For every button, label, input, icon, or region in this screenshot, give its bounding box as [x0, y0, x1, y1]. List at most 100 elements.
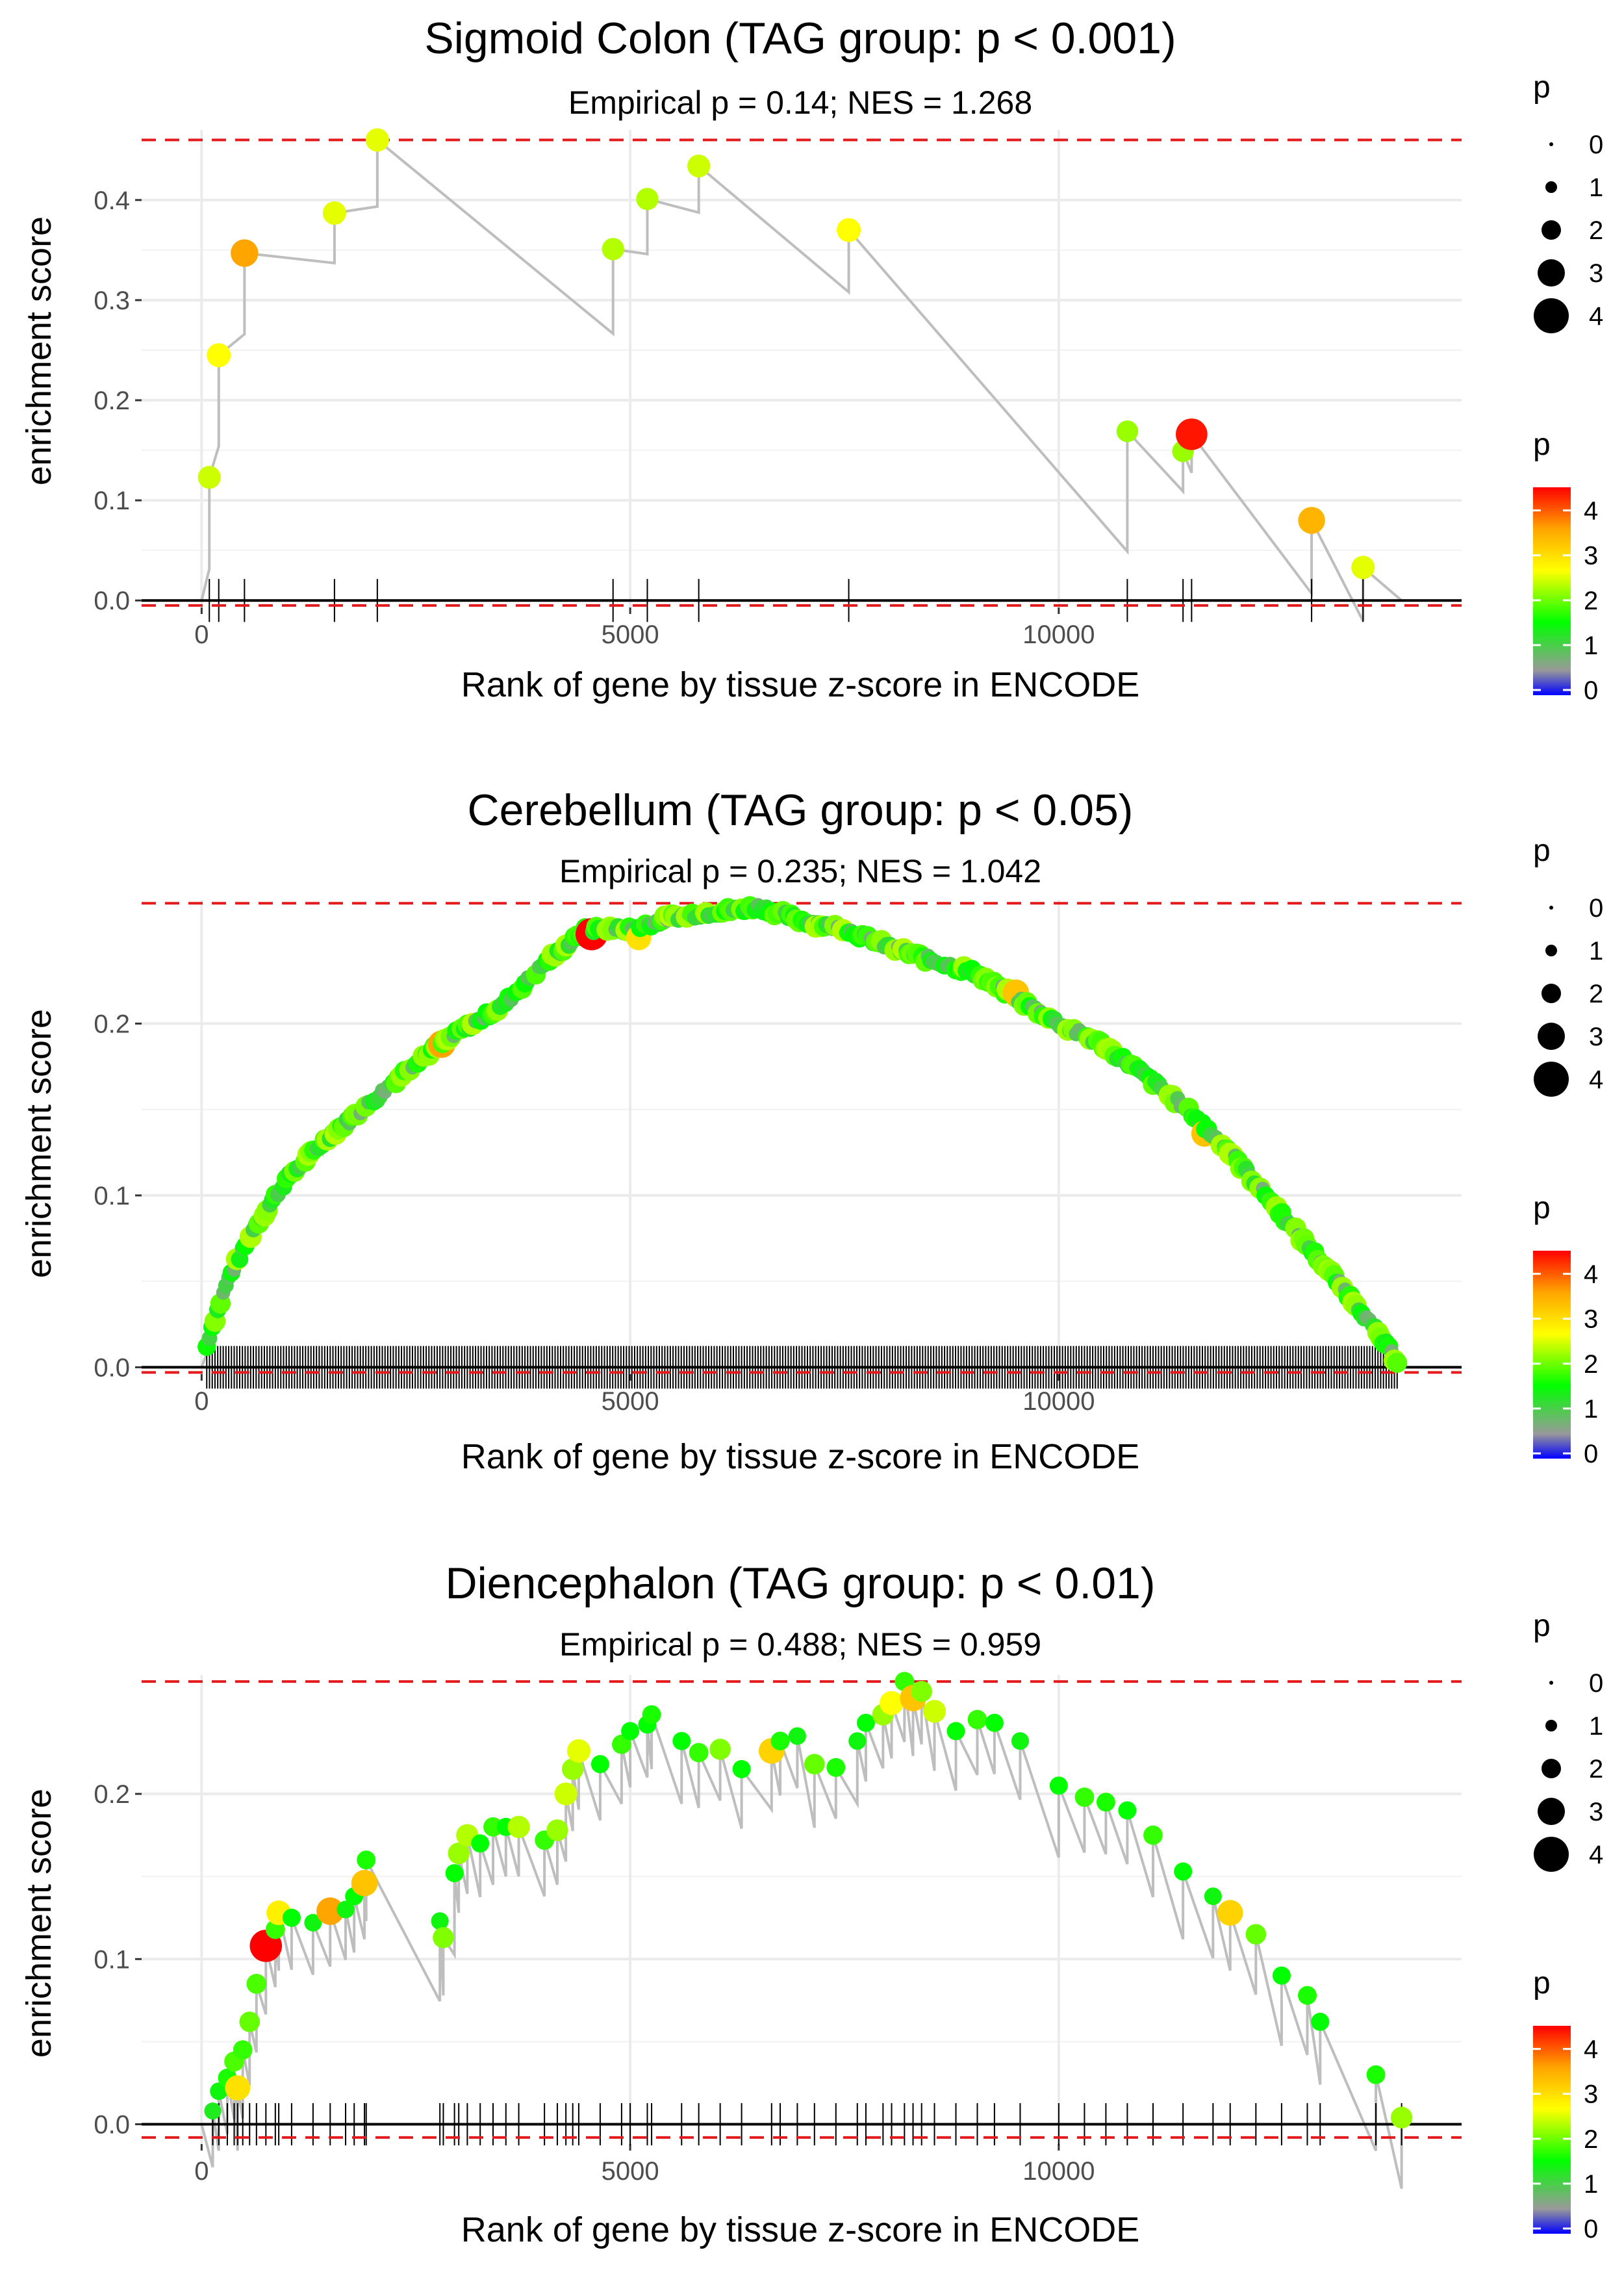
size-legend-key [1534, 1062, 1569, 1097]
y-tick-label: 0.2 [94, 387, 130, 415]
y-tick-label: 0.3 [94, 287, 130, 315]
legend-group: p 0 1 2 3 4 p 4 3 2 1 0 [1533, 1609, 1603, 2243]
gene-point [922, 1700, 946, 1723]
gene-point [351, 1870, 378, 1897]
size-legend-label: 4 [1589, 1066, 1603, 1094]
gene-point [788, 1727, 806, 1745]
gene-point [602, 238, 624, 261]
y-tick-label: 0.0 [94, 2110, 130, 2139]
size-legend-label: 3 [1589, 1023, 1603, 1051]
color-legend-title: p [1533, 1966, 1551, 2000]
x-tick-label: 0 [194, 620, 209, 649]
size-legend-key [1545, 181, 1557, 193]
gene-point [1311, 2012, 1330, 2031]
gene-point [231, 239, 259, 267]
size-legend-key [1549, 906, 1553, 910]
size-legend-label: 2 [1589, 980, 1603, 1008]
gene-point [985, 1713, 1004, 1732]
plot-area: 0.0 0.1 0.2 0 5000 10000 [94, 896, 1462, 1416]
size-legend-label: 1 [1589, 937, 1603, 965]
chart-title: Cerebellum (TAG group: p < 0.05) [468, 786, 1134, 835]
color-legend-title: p [1533, 428, 1551, 462]
running-sum-line [200, 137, 1402, 622]
size-legend-key [1534, 1837, 1569, 1872]
color-legend-label: 2 [1584, 1350, 1598, 1379]
color-legend-label: 0 [1584, 2215, 1598, 2243]
gene-point [210, 2082, 228, 2101]
gene-point [1176, 418, 1208, 450]
size-legend-key [1542, 1759, 1561, 1778]
x-tick-label: 5000 [602, 2157, 659, 2186]
y-tick-label: 0.2 [94, 1780, 130, 1809]
gene-point [672, 1731, 691, 1750]
y-axis-label: enrichment score [19, 1009, 58, 1278]
gene-point [1011, 1732, 1030, 1750]
gene-point [483, 1817, 503, 1837]
gene-point [316, 1897, 344, 1925]
gene-point [636, 188, 659, 211]
gene-point [1272, 1966, 1291, 1985]
color-legend-label: 1 [1584, 2170, 1598, 2199]
color-legend-bar [1533, 1251, 1571, 1459]
gene-point [621, 1722, 640, 1741]
size-legend-key [1549, 142, 1553, 146]
size-legend-label: 2 [1589, 1755, 1603, 1783]
gene-point [561, 1758, 584, 1780]
y-axis-label: enrichment score [19, 1789, 58, 2058]
gene-point [322, 201, 346, 225]
size-legend-label: 4 [1589, 1841, 1603, 1869]
gene-point [709, 1739, 731, 1760]
gene-point [197, 466, 221, 489]
gene-point [911, 1681, 932, 1702]
gene-point [448, 1842, 470, 1865]
x-tick-label: 10000 [1022, 1387, 1095, 1416]
size-legend-title: p [1533, 834, 1551, 868]
color-legend-label: 1 [1584, 632, 1598, 660]
gene-point [433, 1926, 454, 1948]
color-legend-label: 3 [1584, 2080, 1598, 2109]
gene-point [1174, 1862, 1193, 1881]
color-legend-title: p [1533, 1191, 1551, 1225]
size-legend-key [1538, 259, 1565, 287]
gene-point [967, 1709, 987, 1730]
size-legend-label: 0 [1589, 1669, 1603, 1698]
chart-subtitle: Empirical p = 0.488; NES = 0.959 [559, 1626, 1041, 1663]
x-axis-label: Rank of gene by tissue z-score in ENCODE [461, 665, 1139, 704]
y-tick-label: 0.2 [94, 1010, 130, 1038]
plot-area: 0.0 0.1 0.2 0 5000 10000 [94, 1672, 1462, 2190]
y-tick-label: 0.1 [94, 487, 130, 515]
gene-point [880, 1691, 904, 1715]
gene-point [1049, 1776, 1068, 1795]
gene-point [554, 1782, 577, 1806]
gene-point [1298, 1986, 1317, 2005]
y-tick-label: 0.0 [94, 1353, 130, 1382]
size-legend-label: 3 [1589, 1798, 1603, 1826]
gene-point [336, 1900, 355, 1919]
gene-point [233, 2040, 253, 2060]
legend-group: p 0 1 2 3 4 p 4 3 2 1 0 [1533, 834, 1603, 1468]
gene-point [1366, 2065, 1386, 2084]
running-sum-line [200, 1681, 1403, 2190]
gene-point [732, 1759, 751, 1778]
size-legend-label: 2 [1589, 216, 1603, 245]
size-legend-label: 3 [1589, 259, 1603, 288]
size-legend-label: 1 [1589, 1712, 1603, 1741]
x-tick-label: 10000 [1022, 620, 1095, 649]
gene-point [826, 1757, 846, 1777]
gene-point [1204, 1887, 1222, 1906]
x-tick-label: 5000 [602, 1387, 659, 1416]
x-tick-label: 5000 [602, 620, 659, 649]
size-legend-key [1542, 220, 1561, 240]
y-tick-label: 0.1 [94, 1182, 130, 1210]
y-tick-label: 0.1 [94, 1945, 130, 1974]
y-axis-label: enrichment score [19, 216, 58, 485]
chart-subtitle: Empirical p = 0.14; NES = 1.268 [568, 84, 1032, 121]
color-legend-bar [1533, 487, 1571, 695]
gene-point [770, 1731, 790, 1751]
gene-point [365, 128, 389, 152]
legend-group: p 0 1 2 3 4 p 4 3 2 1 0 [1533, 70, 1603, 705]
size-legend-key [1538, 1798, 1565, 1825]
gene-point [207, 343, 231, 368]
size-legend-label: 4 [1589, 302, 1603, 331]
gene-point [304, 1913, 322, 1932]
